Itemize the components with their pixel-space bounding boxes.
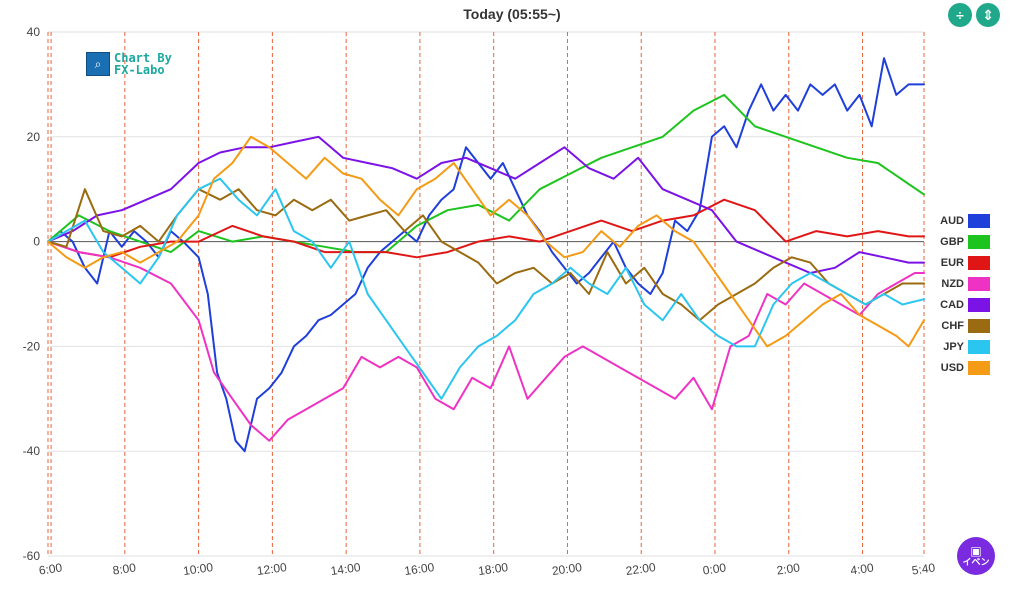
y-tick-label: -40	[23, 444, 41, 458]
series-line-usd	[47, 135, 925, 348]
y-axis: 40 20 0 -20 -40 -60	[23, 25, 41, 563]
fit-height-button[interactable]: ⇕	[976, 3, 1000, 27]
x-tick-label: 10:00	[182, 560, 214, 578]
legend-label: CAD	[940, 298, 964, 311]
split-vertical-icon: ÷	[956, 7, 964, 23]
chart-title: Today (05:55~)	[463, 6, 561, 22]
x-axis: 6:00 8:00 10:00 12:00 14:00 16:00 18:00 20:00 22…	[38, 560, 936, 578]
legend-item-gbp[interactable]: GBP	[938, 231, 990, 252]
legend-item-eur[interactable]: EUR	[938, 252, 990, 273]
y-tick-label: 40	[27, 25, 41, 39]
x-tick-label: 4:00	[849, 560, 874, 577]
legend-swatch	[968, 339, 990, 354]
logo-line2: FX-Labo	[114, 63, 165, 77]
event-button[interactable]: ▣ イベン	[957, 537, 995, 575]
series-line-aud	[47, 57, 925, 453]
series-line-nzd	[47, 240, 925, 442]
y-tick-label: -60	[23, 549, 41, 563]
calendar-icon: ▣	[970, 544, 982, 558]
x-tick-label: 20:00	[551, 560, 583, 578]
legend-item-jpy[interactable]: JPY	[938, 336, 990, 357]
legend-swatch	[968, 297, 990, 312]
legend-label: EUR	[940, 256, 964, 269]
x-tick-label: 18:00	[477, 560, 509, 578]
fit-height-icon: ⇕	[982, 6, 994, 23]
x-tick-label: 22:00	[625, 560, 657, 578]
x-tick-label: 8:00	[112, 560, 137, 577]
y-tick-label: -20	[23, 339, 41, 353]
legend-swatch	[968, 360, 990, 375]
legend-label: NZD	[941, 277, 964, 290]
magnifier-chart-icon: ⌕	[86, 52, 110, 76]
y-tick-label: 0	[33, 235, 40, 249]
y-tick-label: 20	[27, 130, 41, 144]
x-tick-label: 6:00	[38, 560, 63, 577]
legend-swatch	[968, 318, 990, 333]
legend-label: JPY	[943, 340, 964, 353]
legend-label: GBP	[940, 235, 964, 248]
legend-item-cad[interactable]: CAD	[938, 294, 990, 315]
legend-item-nzd[interactable]: NZD	[938, 273, 990, 294]
series-line-cad	[47, 135, 925, 274]
legend-swatch	[968, 255, 990, 270]
grid	[47, 31, 925, 557]
legend-item-aud[interactable]: AUD	[938, 210, 990, 231]
x-tick-label: 2:00	[776, 560, 801, 577]
logo: ⌕ Chart By FX-Labo	[86, 52, 172, 76]
legend-item-usd[interactable]: USD	[938, 357, 990, 378]
x-tick-label: 5:40	[911, 560, 936, 577]
x-tick-label: 14:00	[330, 560, 362, 578]
series-lines	[47, 57, 925, 453]
event-button-label: イベン	[962, 557, 990, 567]
legend-swatch	[968, 213, 990, 228]
legend-swatch	[968, 234, 990, 249]
legend-swatch	[968, 276, 990, 291]
legend: AUD GBP EUR NZD CAD CHF JPY USD	[938, 210, 990, 378]
legend-label: AUD	[940, 214, 964, 227]
series-line-jpy	[47, 177, 925, 400]
x-tick-label: 0:00	[702, 560, 727, 577]
legend-label: USD	[940, 361, 964, 374]
legend-item-chf[interactable]: CHF	[938, 315, 990, 336]
series-line-eur	[47, 198, 925, 259]
logo-line1: Chart By	[114, 51, 172, 65]
x-tick-label: 12:00	[256, 560, 288, 578]
legend-label: CHF	[941, 319, 964, 332]
x-tick-label: 16:00	[404, 560, 436, 578]
split-vertical-button[interactable]: ÷	[948, 3, 972, 27]
